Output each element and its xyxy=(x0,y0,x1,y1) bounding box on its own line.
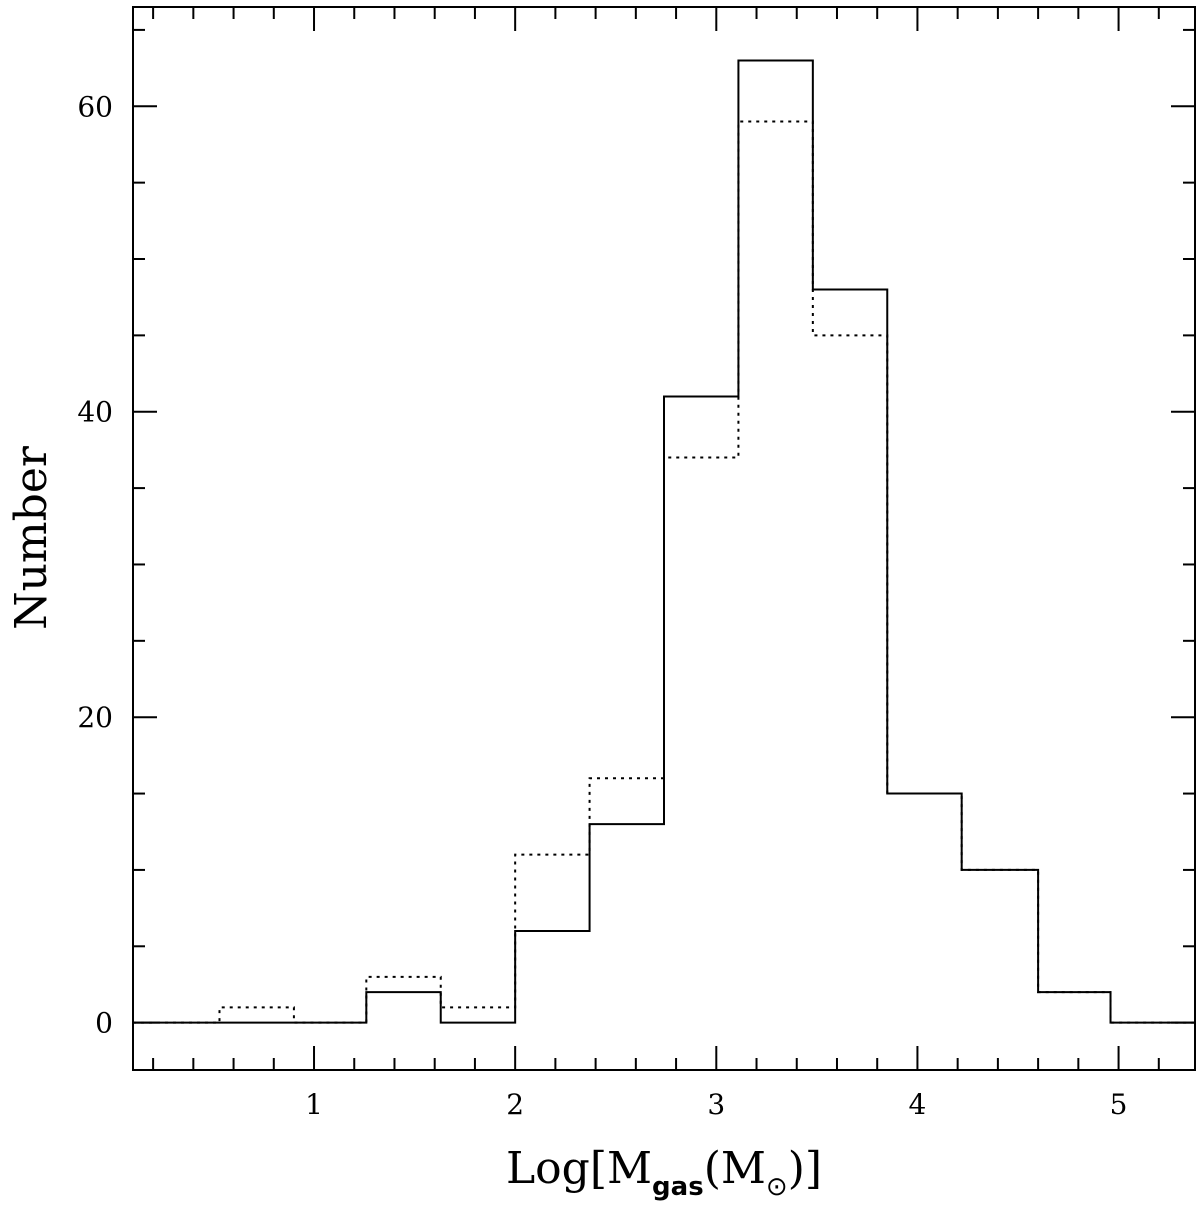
x-tick-label: 1 xyxy=(305,1088,323,1121)
x-tick-label: 2 xyxy=(506,1088,524,1121)
dotted-histogram-line xyxy=(133,120,1195,1024)
x-tick-labels: 1 2 3 4 5 xyxy=(305,1088,1127,1121)
x-axis-label: Log[Mgas(M⊙)] xyxy=(506,1143,822,1202)
x-axis-label-end: )] xyxy=(788,1143,822,1194)
axis-ticks xyxy=(133,7,1195,1070)
x-axis-label-mid: (M xyxy=(704,1143,766,1194)
x-tick-label: 4 xyxy=(909,1088,927,1121)
x-tick-label: 5 xyxy=(1110,1088,1128,1121)
plot-frame xyxy=(132,6,1196,1071)
y-tick-label: 60 xyxy=(77,90,113,123)
x-axis-label-base: Log[M xyxy=(506,1143,652,1194)
x-axis-label-sun-subscript: ⊙ xyxy=(766,1172,788,1202)
solid-histogram-line xyxy=(133,59,1195,1024)
y-tick-labels: 0 20 40 60 xyxy=(77,90,113,1039)
y-tick-label: 20 xyxy=(77,701,113,734)
x-tick-label: 3 xyxy=(707,1088,725,1121)
y-axis-label: Number xyxy=(6,445,57,630)
x-axis-label-sub: gas xyxy=(652,1172,704,1202)
y-tick-label: 40 xyxy=(77,396,113,429)
histogram-series xyxy=(133,59,1195,1024)
y-tick-label: 0 xyxy=(95,1007,113,1040)
